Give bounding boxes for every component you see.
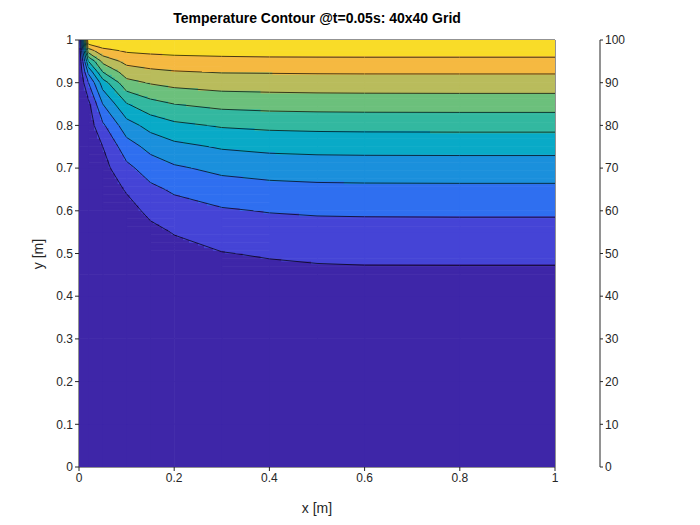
svg-text:0.3: 0.3 — [56, 332, 73, 346]
svg-text:0.7: 0.7 — [56, 161, 73, 175]
svg-text:0.6: 0.6 — [56, 204, 73, 218]
svg-text:0.9: 0.9 — [56, 76, 73, 90]
svg-text:0.2: 0.2 — [56, 375, 73, 389]
svg-text:0.4: 0.4 — [261, 471, 278, 485]
svg-text:0.5: 0.5 — [56, 247, 73, 261]
svg-text:0.8: 0.8 — [451, 471, 468, 485]
svg-text:0.4: 0.4 — [56, 289, 73, 303]
svg-text:40: 40 — [605, 289, 619, 303]
svg-text:1: 1 — [66, 33, 73, 47]
svg-text:1: 1 — [552, 471, 559, 485]
svg-text:0.2: 0.2 — [166, 471, 183, 485]
svg-text:10: 10 — [605, 418, 619, 432]
html-text:Temperature Contour @t=0.05s:: Temperature Contour @t=0.05s: 40x40 Grid — [173, 10, 461, 26]
svg-text:20: 20 — [605, 375, 619, 389]
svg-text:0.1: 0.1 — [56, 418, 73, 432]
svg-text:100: 100 — [605, 33, 625, 47]
html-text:y [m]: y [m] — [30, 238, 46, 269]
svg-text:0.8: 0.8 — [56, 119, 73, 133]
svg-text:0: 0 — [76, 471, 83, 485]
svg-text:0: 0 — [605, 460, 612, 474]
svg-text:50: 50 — [605, 247, 619, 261]
svg-text:90: 90 — [605, 76, 619, 90]
html-text:x [m]: x [m] — [301, 500, 333, 516]
svg-text:0.6: 0.6 — [356, 471, 373, 485]
svg-text:80: 80 — [605, 119, 619, 133]
svg-text:60: 60 — [605, 204, 619, 218]
svg-text:70: 70 — [605, 161, 619, 175]
svg-text:30: 30 — [605, 332, 619, 346]
svg-text:0: 0 — [66, 460, 73, 474]
